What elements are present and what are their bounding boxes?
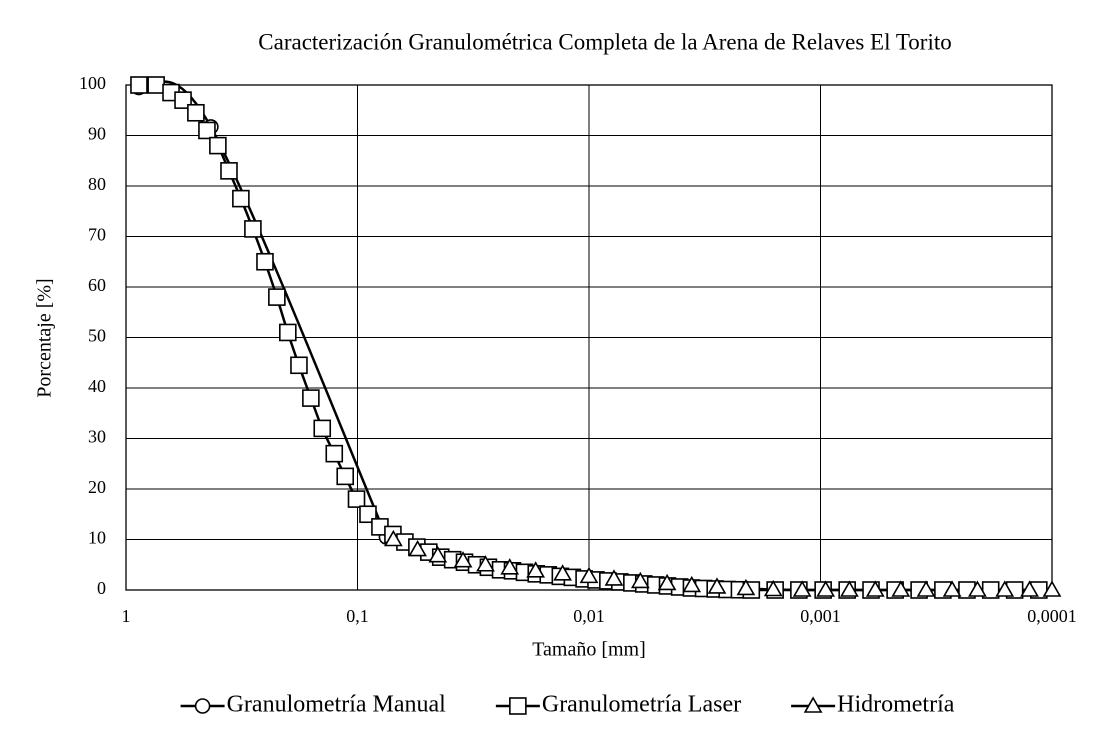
marker-square [244,220,262,238]
y-tick-label: 60 [88,275,106,295]
marker-square [290,356,308,375]
x-tick-label: 0,0001 [1027,606,1077,626]
marker-triangle [553,564,573,581]
y-tick-label: 100 [79,73,106,93]
y-tick-label: 40 [88,376,106,396]
marker-triangle [526,561,546,578]
marker-triangle [383,529,403,547]
legend-label: Granulometría Manual [227,692,447,718]
marker-triangle [657,573,677,591]
marker-square [268,288,286,306]
marker-triangle [763,579,783,597]
marker-triangle [428,546,448,563]
marker-triangle [707,577,727,594]
marker-triangle [995,580,1015,597]
marker-square [347,490,366,508]
y-tick-label: 0 [97,578,106,598]
marker-triangle [408,539,427,557]
x-tick-label: 1 [122,606,131,626]
marker-triangle [453,551,473,568]
marker-triangle [630,571,650,589]
chart-title: Caracterización Granulométrica Completa … [258,29,951,54]
marker-square [130,76,148,94]
marker-triangle [500,558,520,575]
marker-square [509,697,527,715]
legend-label: Granulometría Laser [542,692,741,718]
y-tick-label: 20 [88,477,106,497]
marker-triangle [840,580,859,597]
marker-triangle [604,569,624,586]
y-tick-label: 90 [88,124,106,144]
marker-triangle [1020,580,1039,597]
marker-square [256,252,274,271]
legend-item: Granulometría Manual [180,692,447,718]
x-axis-title: Tamaño [mm] [532,639,646,661]
marker-triangle [1042,580,1062,597]
x-tick-label: 0,01 [573,606,605,626]
marker-triangle [579,566,599,584]
marker-circle [194,698,211,714]
marker-triangle [916,580,936,597]
marker-square [313,419,332,438]
marker-triangle [736,578,756,596]
marker-triangle [891,580,911,597]
marker-square [336,467,355,486]
marker-square [232,189,250,208]
x-tick-label: 0,001 [800,606,841,626]
marker-square [147,76,165,94]
legend: Granulometría Manual Granulometría Laser H… [180,692,955,718]
marker-triangle [792,580,812,597]
marker-triangle [816,580,836,597]
marker-triangle [942,580,962,597]
marker-square [325,444,344,463]
marker-triangle [803,696,823,713]
marker-triangle [682,575,702,593]
y-tick-label: 70 [88,225,106,245]
legend-item: Granulometría Laser [495,692,741,718]
x-tick-label: 0,1 [346,606,369,626]
y-tick-label: 50 [88,326,106,346]
y-tick-label: 10 [88,528,106,548]
marker-triangle [968,580,987,597]
marker-triangle [476,555,495,572]
marker-square [279,323,297,342]
marker-triangle [865,580,885,597]
y-axis-title: Porcentaje [%] [34,278,56,397]
y-tick-label: 80 [88,174,106,194]
marker-square [220,162,238,180]
marker-square [209,136,227,155]
marker-square [174,91,192,109]
marker-square [302,389,320,407]
marker-square [187,103,205,122]
marker-square [198,121,216,140]
legend-label: Hidrometría [837,692,955,718]
y-tick-label: 30 [88,427,106,447]
plot-border [125,84,1053,591]
legend-item: Hidrometría [791,692,955,718]
